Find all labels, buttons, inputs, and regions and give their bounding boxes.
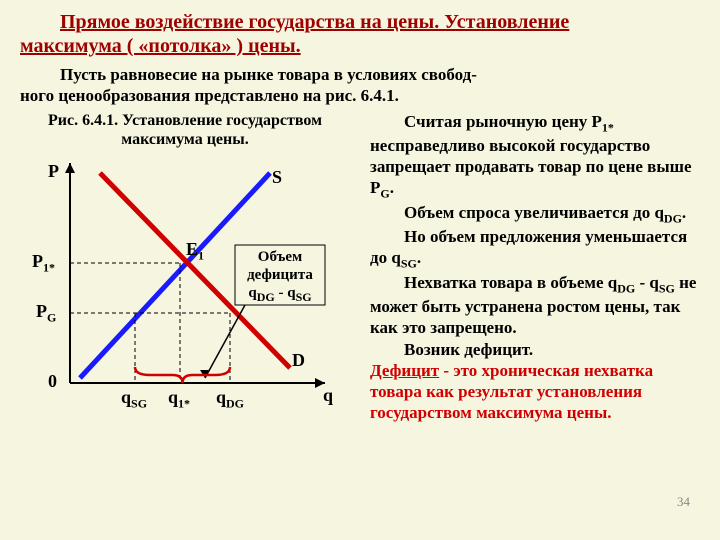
- price-ceiling-chart: PSDq0P1*PGE1qSGq1*qDGОбъемдефицитаqDG - …: [20, 153, 340, 413]
- figure-caption: Рис. 6.4.1. Установление государством ма…: [20, 111, 350, 149]
- intro-text: Пусть равновесие на рынке товара в услов…: [20, 64, 700, 107]
- doc-title-l1: Прямое воздействие государства на цены. …: [20, 10, 700, 34]
- explanation-text: Считая рыночную цену P1* несправедливо в…: [370, 111, 700, 424]
- page-number: 34: [677, 494, 690, 510]
- doc-title-l2: максимума ( «потолка» ) цены.: [20, 34, 700, 58]
